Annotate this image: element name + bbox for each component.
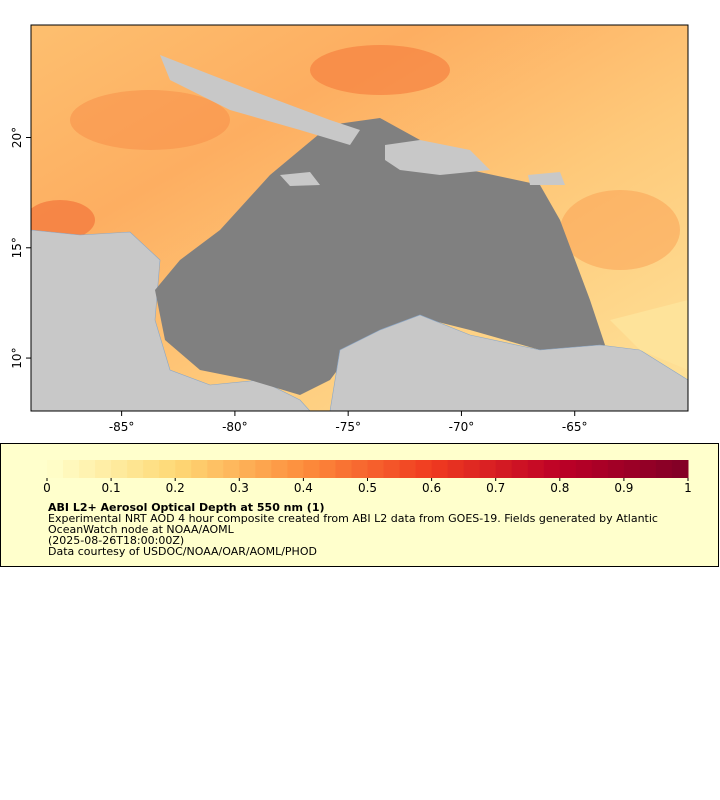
- colorbar-cell: [63, 460, 80, 478]
- colorbar-cell: [207, 460, 224, 478]
- colorbar-cell: [127, 460, 144, 478]
- colorbar-cell: [479, 460, 497, 478]
- land: [160, 55, 360, 145]
- colorbar-cell: [511, 460, 529, 478]
- aod-patch: [560, 190, 680, 270]
- x-tick-label: -80°: [222, 420, 248, 434]
- colorbar-cell: [671, 460, 689, 478]
- caption-title: ABI L2+ Aerosol Optical Depth at 550 nm …: [48, 501, 325, 514]
- caption-line: Experimental NRT AOD 4 hour composite cr…: [48, 512, 658, 525]
- colorbar-cell: [335, 460, 352, 478]
- colorbar-cell: [623, 460, 641, 478]
- colorbar-tick-label: 0.6: [422, 481, 441, 495]
- colorbar-cell: [319, 460, 336, 478]
- map: [31, 25, 688, 411]
- land: [528, 172, 565, 185]
- colorbar-cell: [95, 460, 112, 478]
- x-tick-label: -75°: [335, 420, 361, 434]
- colorbar-tick-label: 0.1: [102, 481, 121, 495]
- caption-line: (2025-08-26T18:00:00Z): [48, 534, 184, 547]
- colorbar-tick-label: 0.9: [614, 481, 633, 495]
- colorbar-cell: [303, 460, 320, 478]
- caption-line: OceanWatch node at NOAA/AOML: [48, 523, 235, 536]
- y-tick-label: 10°: [10, 347, 24, 368]
- y-tick-label: 20°: [10, 127, 24, 148]
- land: [329, 314, 688, 411]
- colorbar-cell: [47, 460, 64, 478]
- colorbar-cell: [191, 460, 208, 478]
- aod-patch: [310, 45, 450, 95]
- colorbar-tick-label: 1: [684, 481, 692, 495]
- no-data-ocean: [155, 118, 605, 395]
- colorbar-tick-label: 0.8: [550, 481, 569, 495]
- colorbar-tick-label: 0.3: [230, 481, 249, 495]
- colorbar-cell: [399, 460, 417, 478]
- colorbar-cell: [447, 460, 465, 478]
- caption-line: Data courtesy of USDOC/NOAA/OAR/AOML/PHO…: [48, 545, 317, 558]
- colorbar-cell: [559, 460, 577, 478]
- colorbar-cell: [415, 460, 433, 478]
- colorbar-tick-label: 0.2: [166, 481, 185, 495]
- colorbar-cell: [655, 460, 673, 478]
- colorbar-cell: [239, 460, 256, 478]
- colorbar-cell: [495, 460, 513, 478]
- map-frame: [30, 24, 689, 412]
- colorbar: 0 0.1 0.2 0.3 0.4 0.5 0.6 0.7 0.8 0.9 1: [43, 460, 692, 495]
- x-tick-label: -85°: [109, 420, 135, 434]
- colorbar-cell: [159, 460, 176, 478]
- colorbar-cell: [223, 460, 240, 478]
- colorbar-cell: [431, 460, 449, 478]
- colorbar-cell: [463, 460, 481, 478]
- colorbar-cell: [255, 460, 272, 478]
- colorbar-cell: [607, 460, 625, 478]
- land: [31, 229, 311, 411]
- colorbar-tick-label: 0.4: [294, 481, 313, 495]
- colorbar-cell: [79, 460, 96, 478]
- y-tick-label: 15°: [10, 237, 24, 258]
- aod-patch: [610, 300, 688, 370]
- colorbar-tick-label: 0.5: [358, 481, 377, 495]
- colorbar-cell: [527, 460, 545, 478]
- colorbar-cell: [287, 460, 304, 478]
- x-tick-label: -65°: [562, 420, 588, 434]
- colorbar-tick-label: 0.7: [486, 481, 505, 495]
- aod-patch: [70, 90, 230, 150]
- colorbar-tick-label: 0: [43, 481, 51, 495]
- colorbar-cell: [351, 460, 368, 478]
- x-tick-label: -70°: [449, 420, 475, 434]
- colorbar-cell: [591, 460, 609, 478]
- colorbar-cell: [175, 460, 192, 478]
- colorbar-cell: [367, 460, 385, 478]
- colorbar-cell: [575, 460, 593, 478]
- colorbar-cell: [383, 460, 401, 478]
- land: [280, 172, 320, 186]
- colorbar-cell: [639, 460, 657, 478]
- colorbar-cell: [111, 460, 128, 478]
- colorbar-cell: [543, 460, 561, 478]
- colorbar-cell: [271, 460, 288, 478]
- colorbar-cell: [143, 460, 160, 478]
- land: [385, 140, 490, 175]
- aod-patch: [31, 200, 95, 240]
